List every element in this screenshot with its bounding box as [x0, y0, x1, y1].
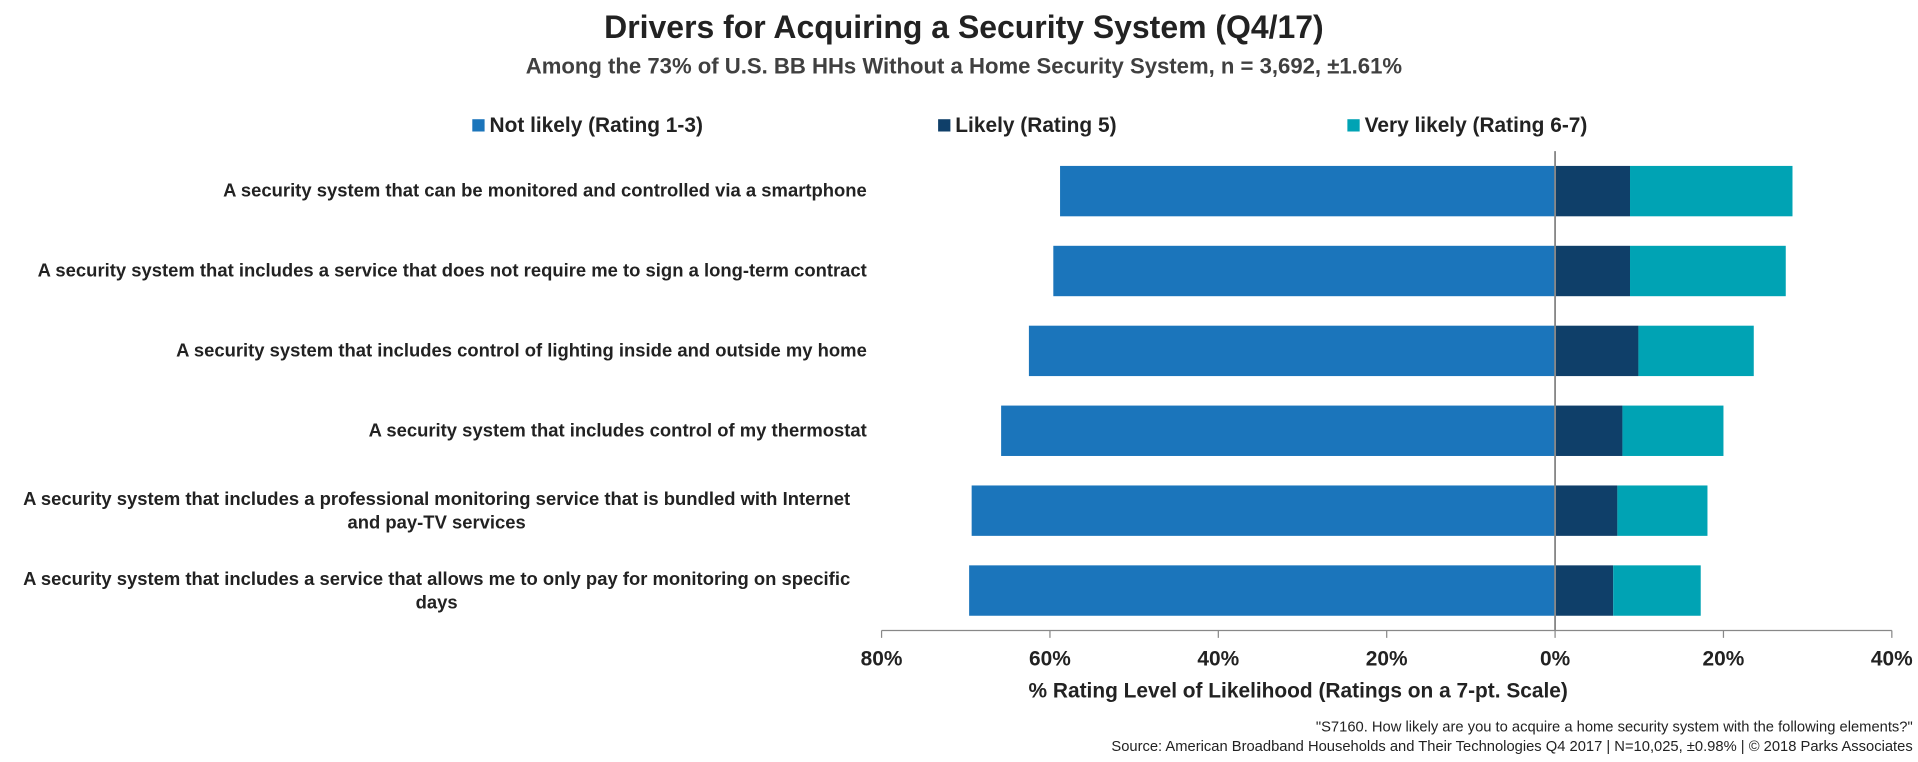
category-label-row: A security system that includes a servic… — [0, 554, 866, 628]
bar-segment — [1555, 165, 1631, 217]
category-label-row: A security system that includes a servic… — [0, 234, 867, 308]
category-label-row: A security system that includes control … — [0, 394, 867, 468]
category-label-row: A security system that can be monitored … — [0, 154, 867, 228]
category-label-row: A security system that includes a profes… — [0, 474, 866, 548]
bar-segment — [1053, 245, 1556, 297]
category-label-box: A security system that includes a servic… — [0, 234, 867, 308]
x-axis-label: % Rating Level of Likelihood (Ratings on… — [1029, 679, 1568, 702]
bar-segment — [1613, 565, 1701, 616]
y-tick-label: A security system that includes control … — [176, 340, 867, 362]
bar-segment — [1622, 405, 1724, 456]
chart-subtitle: Among the 73% of U.S. BB HHs Without a H… — [526, 53, 1403, 78]
legend-label: Not likely (Rating 1-3) — [490, 114, 703, 137]
category-label-box: A security system that can be monitored … — [0, 154, 867, 228]
y-tick-label: A security system that includes a servic… — [23, 568, 851, 613]
legend-swatch — [1347, 119, 1360, 132]
bar-segment — [1555, 245, 1631, 297]
legend-swatch — [938, 119, 951, 132]
legend-label: Very likely (Rating 6-7) — [1365, 114, 1588, 137]
legend-swatch — [472, 119, 485, 132]
bar-segment — [1630, 165, 1793, 217]
bar-segment — [1001, 405, 1556, 456]
category-label-box: A security system that includes a profes… — [0, 474, 866, 548]
chart-title: Drivers for Acquiring a Security System … — [604, 9, 1323, 45]
bar-segment — [1555, 325, 1639, 377]
y-tick-label: A security system that includes a servic… — [37, 260, 867, 282]
bar-segment — [969, 565, 1556, 616]
bar-segment — [1638, 325, 1754, 377]
y-tick-label: A security system that includes control … — [368, 420, 867, 442]
x-tick-label: 0% — [1540, 648, 1571, 671]
bar-segment — [971, 485, 1556, 536]
x-tick-label: 80% — [861, 648, 903, 671]
bar-segment — [1630, 245, 1786, 297]
category-label-box: A security system that includes control … — [0, 314, 867, 388]
note: "S7160. How likely are you to acquire a … — [1316, 719, 1913, 735]
x-tick-label: 20% — [1703, 648, 1745, 671]
x-tick-label: 60% — [1029, 648, 1071, 671]
y-tick-label: A security system that includes a profes… — [23, 488, 851, 533]
bar-segment — [1617, 485, 1708, 536]
bar-segment — [1555, 565, 1614, 616]
bar-segment — [1555, 485, 1618, 536]
category-label-box: A security system that includes control … — [0, 394, 867, 468]
category-label-box: A security system that includes a servic… — [0, 554, 866, 628]
x-tick-label: 40% — [1197, 648, 1239, 671]
x-tick-label: 20% — [1366, 648, 1408, 671]
category-label-row: A security system that includes control … — [0, 314, 867, 388]
bar-segment — [1555, 405, 1623, 456]
source-note: Source: American Broadband Households an… — [1111, 739, 1912, 755]
bar-segment — [1060, 165, 1556, 217]
y-tick-label: A security system that can be monitored … — [223, 180, 867, 202]
bar-segment — [1028, 325, 1556, 377]
legend-label: Likely (Rating 5) — [955, 114, 1116, 137]
x-tick-label: 40% — [1871, 648, 1913, 671]
